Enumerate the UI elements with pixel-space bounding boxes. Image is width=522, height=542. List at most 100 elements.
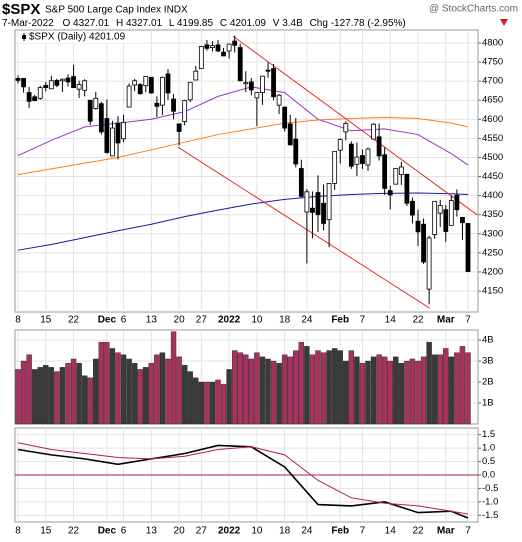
- y-tick-label: 0.5: [482, 456, 495, 467]
- candle-body: [210, 45, 215, 48]
- candle-body: [43, 84, 49, 89]
- high: H 4327.01: [116, 18, 163, 29]
- y-tick-label: 1.5: [482, 429, 495, 440]
- candle-body: [321, 202, 326, 224]
- volume-bar: [365, 360, 371, 425]
- volume-bar: [215, 379, 221, 425]
- candle-body: [154, 102, 160, 107]
- volume-bar: [431, 354, 438, 425]
- volume-bar: [359, 362, 366, 425]
- volume-bar: [20, 360, 27, 425]
- change: Chg -127.78 (-2.95%): [310, 18, 406, 29]
- volume-bar: [15, 369, 21, 425]
- candle-body: [126, 85, 132, 108]
- volume-bar: [65, 362, 71, 425]
- volume-bar: [209, 381, 216, 425]
- volume-bar: [226, 369, 232, 425]
- candle-body: [276, 94, 282, 106]
- candle-body: [426, 237, 432, 290]
- candle-body: [232, 40, 238, 46]
- candle-body: [221, 51, 226, 57]
- close: C 4201.09: [220, 18, 267, 29]
- candle-body: [398, 166, 404, 176]
- volume-bar: [165, 358, 171, 425]
- candle-body: [104, 118, 110, 153]
- volume-bar: [398, 362, 405, 425]
- candle-body: [98, 103, 104, 133]
- y-tick-label: 4650: [482, 95, 503, 106]
- candle-body: [54, 79, 60, 86]
- volume-bar: [326, 350, 332, 425]
- candle-body: [48, 80, 54, 90]
- x-tick-label: 13: [146, 315, 158, 326]
- x-tick-label: 2022: [218, 315, 241, 326]
- volume-bar: [131, 362, 138, 425]
- volume-bar: [248, 358, 255, 425]
- volume-bar: [270, 360, 277, 425]
- volume-bar: [276, 362, 282, 425]
- volume-bar: [170, 331, 177, 425]
- x-tick-label: 7: [465, 315, 471, 326]
- x-tick-label: 20: [174, 315, 186, 326]
- y-tick-label: 1B: [482, 398, 494, 409]
- candle-body: [165, 73, 171, 94]
- volume-bar: [31, 369, 38, 425]
- volume-bar: [265, 358, 271, 425]
- candle-body: [132, 80, 138, 86]
- x-tick-label: 27: [196, 526, 208, 537]
- volume-bar: [404, 360, 410, 425]
- candle-body: [160, 76, 165, 106]
- low: L 4199.85: [169, 18, 214, 29]
- candle-body: [343, 123, 349, 133]
- volume-bar: [70, 358, 77, 425]
- volume-bar: [337, 350, 343, 425]
- x-tick-label: 18: [279, 526, 291, 537]
- candle-body: [432, 200, 438, 235]
- candle-body: [15, 78, 21, 81]
- y-tick-label: 4600: [482, 114, 503, 125]
- candle-body: [215, 44, 221, 52]
- candle-body: [182, 100, 188, 122]
- y-tick-label: 4400: [482, 190, 503, 201]
- volume-bar: [426, 341, 432, 425]
- y-tick-label: 4B: [482, 335, 494, 346]
- candle-body: [310, 207, 315, 213]
- volume-bar: [54, 371, 60, 425]
- x-tick-label: 13: [146, 526, 158, 537]
- candle-body: [332, 150, 338, 184]
- volume-bar: [393, 356, 399, 425]
- volume-bar: [454, 352, 460, 425]
- volume-bar: [343, 360, 349, 425]
- y-tick-label: 3B: [482, 356, 494, 367]
- candle-body: [137, 84, 143, 95]
- y-tick-label: 4550: [482, 133, 503, 144]
- volume-bar: [443, 348, 449, 425]
- candle-body: [237, 47, 243, 82]
- y-tick-label: 1.0: [482, 443, 495, 454]
- x-tick-label: Feb: [331, 526, 349, 537]
- candle-body: [143, 76, 149, 87]
- candle-body: [110, 127, 115, 157]
- y-tick-label: 4200: [482, 266, 503, 277]
- volume-bar: [437, 354, 443, 425]
- candle-body: [248, 81, 254, 91]
- candle-body: [176, 123, 182, 132]
- candle-body: [193, 70, 199, 81]
- y-tick-label: 4150: [482, 286, 503, 297]
- candle-body: [387, 190, 393, 196]
- y-tick-label: 4500: [482, 152, 503, 163]
- volume-bar: [376, 354, 382, 425]
- candle-body: [298, 168, 304, 197]
- x-tick-label: Mar: [437, 526, 455, 537]
- candle-body: [371, 123, 376, 140]
- volume-bar: [459, 346, 466, 425]
- y-tick-label: 4700: [482, 76, 503, 87]
- open: O 4327.01: [62, 18, 109, 29]
- source: @ StockCharts.com: [429, 4, 518, 15]
- legend-label: $SPX (Daily) 4201.09: [29, 32, 126, 43]
- candle-body: [65, 77, 71, 83]
- x-tick-label: 22: [412, 526, 424, 537]
- volume-bar: [204, 381, 210, 425]
- y-tick-label: -1.0: [482, 496, 498, 507]
